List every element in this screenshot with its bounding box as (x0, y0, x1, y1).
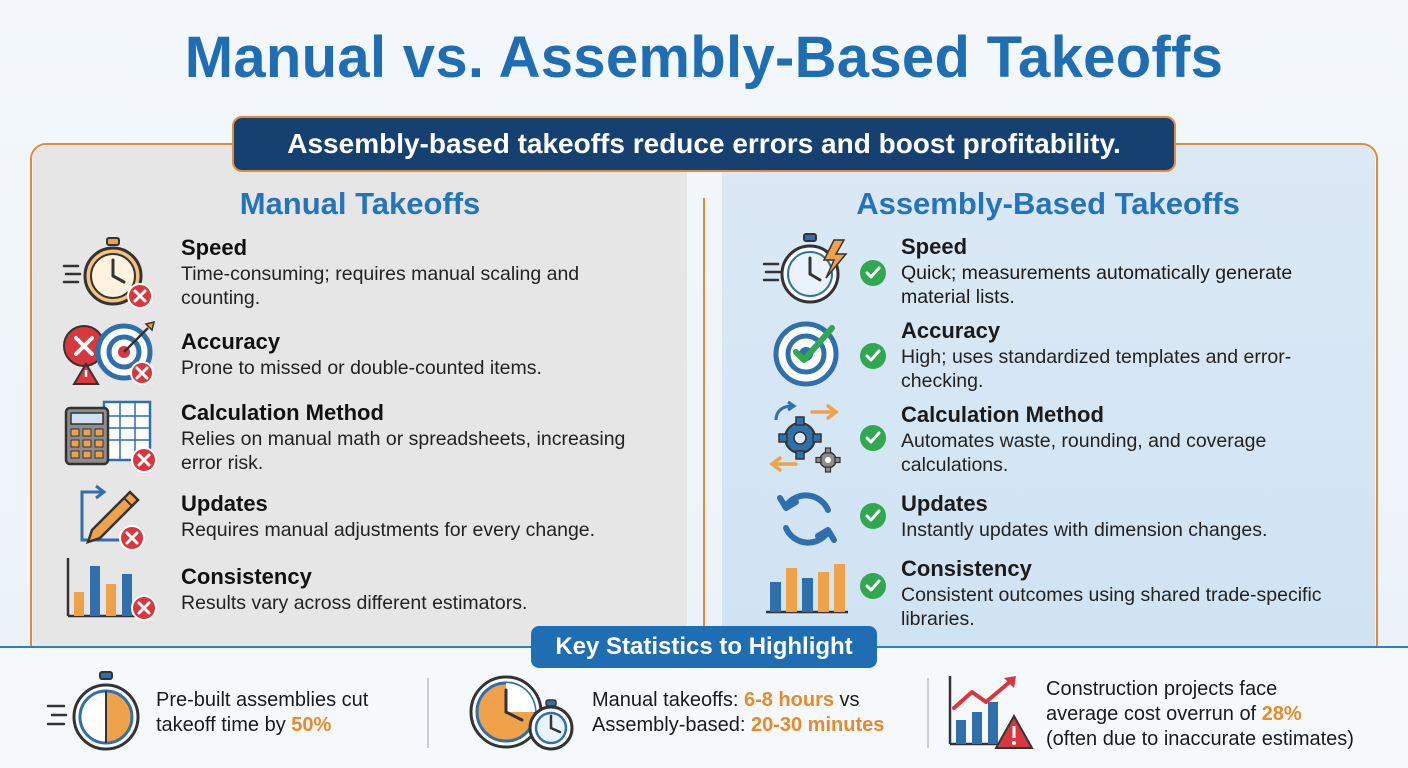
assembly-calc-desc: Automates waste, rounding, and coverage … (901, 430, 1267, 476)
column-divider (703, 198, 705, 638)
manual-panel (33, 146, 687, 646)
assembly-accuracy-desc: High; uses standardized templates and er… (901, 346, 1292, 392)
gears-icon (769, 400, 841, 473)
stat-separator (927, 678, 929, 748)
half-stopwatch-icon (46, 671, 140, 751)
stat-3-line-1: Construction projects face (1046, 678, 1278, 700)
bar-chart-icon (66, 558, 157, 621)
stat-1-line-2: takeoff time by 50% (156, 714, 332, 736)
fast-stopwatch-icon (762, 233, 848, 304)
target-check-icon (773, 321, 839, 387)
stat-1-line-1: Pre-built assemblies cut (156, 689, 369, 711)
stat-3-line-2: average cost overrun of 28% (1046, 703, 1302, 725)
assembly-speed-desc: Quick; measurements automatically genera… (901, 262, 1293, 308)
check-icon (860, 343, 886, 369)
check-icon (860, 573, 886, 599)
assembly-updates-desc: Instantly updates with dimension changes… (901, 519, 1268, 541)
stopwatch-icon (62, 237, 153, 309)
manual-calc-label: Calculation Method (181, 400, 384, 425)
assembly-speed-label: Speed (901, 234, 968, 259)
stat-separator (427, 678, 429, 748)
manual-updates-label: Updates (181, 491, 268, 516)
manual-consistency-label: Consistency (181, 564, 312, 589)
rising-chart-warning-icon (948, 676, 1034, 749)
manual-accuracy-label: Accuracy (181, 329, 281, 354)
assembly-heading: Assembly-Based Takeoffs (856, 186, 1240, 221)
target-icon (63, 320, 156, 385)
assembly-consistency-label: Consistency (901, 556, 1032, 581)
check-icon (860, 503, 886, 529)
stat-2-line-2: Assembly-based: 20-30 minutes (592, 714, 885, 736)
pencil-icon (80, 484, 145, 551)
refresh-icon (777, 492, 837, 546)
assembly-accuracy-label: Accuracy (901, 318, 1001, 343)
stat-3-line-3: (often due to inaccurate estimates) (1046, 728, 1354, 750)
calculator-icon (64, 400, 157, 473)
manual-speed-label: Speed (181, 235, 248, 260)
assembly-updates-label: Updates (901, 491, 988, 516)
assembly-calc-label: Calculation Method (901, 402, 1104, 427)
bar-chart-icon (766, 564, 848, 614)
manual-consistency-desc: Results vary across different estimators… (181, 592, 528, 614)
clock-stopwatch-icon (469, 675, 574, 751)
check-icon (860, 425, 886, 451)
check-icon (860, 260, 886, 286)
page-title: Manual vs. Assembly-Based Takeoffs (184, 25, 1224, 90)
stats-label: Key Statistics to Highlight (531, 626, 877, 668)
stat-2-line-1: Manual takeoffs: 6-8 hours vs (592, 689, 860, 711)
assembly-panel (722, 146, 1375, 646)
assembly-consistency-desc: Consistent outcomes using shared trade-s… (901, 584, 1322, 630)
manual-speed-desc: Time-consuming; requires manual scaling … (181, 263, 580, 309)
summary-banner: Assembly-based takeoffs reduce errors an… (232, 116, 1176, 172)
manual-accuracy-desc: Prone to missed or double-counted items. (181, 357, 542, 379)
manual-heading: Manual Takeoffs (239, 186, 481, 221)
manual-updates-desc: Requires manual adjustments for every ch… (181, 519, 596, 541)
manual-calc-desc: Relies on manual math or spreadsheets, i… (181, 428, 626, 474)
